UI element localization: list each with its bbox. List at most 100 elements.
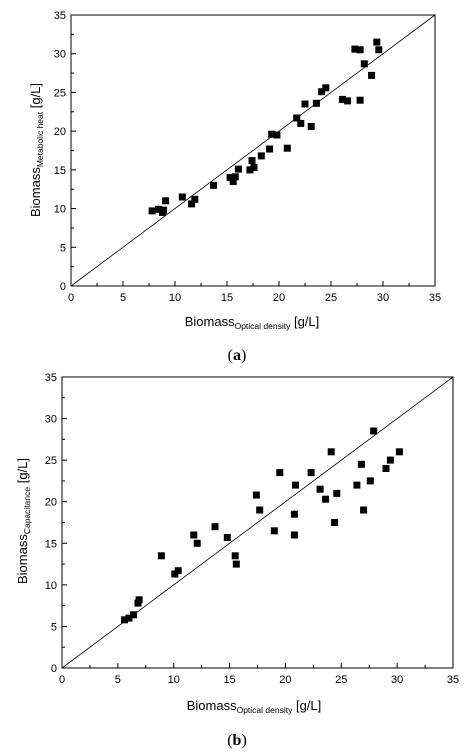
x-tick-label-a-5: 25 [325, 292, 337, 304]
y-tick-label-a-4: 20 [54, 126, 66, 138]
data-point-b-9 [193, 539, 201, 547]
y-axis-title-a: BiomassMetabolic heat [g/L] [28, 83, 45, 217]
data-point-b-22 [316, 485, 324, 493]
data-point-a-35 [373, 38, 381, 46]
x-axis-title-b: BiomassOptical density [g/L] [187, 698, 322, 715]
panel-label-a: (a) [228, 347, 247, 364]
data-point-a-20 [283, 144, 291, 152]
x-tick-label-a-3: 15 [221, 292, 233, 304]
y-tick-label-a-5: 25 [54, 87, 66, 99]
x-tick-label-b-2: 10 [168, 674, 180, 686]
data-point-b-10 [211, 523, 219, 531]
y-tick-label-a-3: 15 [54, 165, 66, 177]
y-tick-label-b-5: 25 [45, 455, 57, 467]
x-tick-label-b-4: 20 [279, 674, 291, 686]
data-point-b-16 [270, 527, 278, 535]
data-point-b-24 [327, 448, 335, 456]
chart-panel-a: 0 5 10 15 20 25 30 35 0 5 10 15 20 25 30 35 BiomassOpt… [28, 10, 441, 364]
data-point-b-11 [223, 534, 231, 541]
data-point-b-7 [174, 567, 182, 575]
data-point-b-18 [290, 531, 298, 539]
data-point-a-33 [360, 60, 368, 68]
identity-line-a [70, 14, 436, 287]
x-tick-label-b-1: 5 [115, 674, 121, 686]
data-point-a-5 [178, 193, 186, 201]
data-point-b-29 [360, 506, 368, 514]
reference-line-b [61, 376, 454, 669]
y-tick-label-a-7: 35 [54, 10, 66, 22]
data-point-b-23 [322, 495, 330, 503]
data-point-a-12 [234, 165, 242, 173]
x-tick-label-a-6: 30 [377, 292, 389, 304]
data-point-b-17 [276, 469, 284, 477]
data-point-b-13 [232, 560, 240, 568]
y-tick-label-b-4: 20 [45, 497, 57, 509]
data-point-b-5 [157, 552, 165, 560]
data-point-b-0 [121, 616, 129, 624]
data-point-b-28 [357, 460, 365, 468]
data-point-b-8 [190, 531, 198, 539]
data-point-a-32 [356, 96, 364, 104]
data-point-a-19 [273, 131, 281, 139]
data-point-b-27 [353, 481, 361, 489]
data-point-a-8 [210, 181, 217, 189]
data-point-a-30 [351, 45, 359, 53]
data-point-a-11 [231, 173, 239, 181]
identity-line-b [61, 376, 454, 669]
data-point-b-4 [135, 596, 143, 604]
data-points-a [148, 38, 383, 216]
data-point-b-32 [382, 465, 390, 472]
y-tick-label-a-0: 0 [60, 281, 66, 293]
data-point-a-10 [229, 178, 237, 185]
x-tick-label-b-5: 25 [335, 674, 347, 686]
x-tick-label-a-0: 0 [68, 292, 74, 304]
data-point-a-22 [297, 119, 305, 127]
data-point-b-14 [252, 491, 260, 499]
data-point-a-29 [344, 97, 352, 105]
data-point-a-3 [160, 206, 168, 214]
y-ticks-a: 0 5 10 15 20 25 30 35 [54, 10, 76, 293]
data-point-b-25 [331, 519, 339, 526]
data-points-b [121, 427, 403, 624]
data-point-a-17 [266, 145, 274, 153]
y-tick-label-b-3: 15 [45, 538, 57, 550]
data-point-a-13 [246, 166, 254, 174]
y-tick-label-b-7: 35 [45, 372, 57, 384]
x-axis-title-a: BiomassOptical density [g/L] [185, 314, 320, 331]
x-tick-label-a-7: 35 [429, 292, 441, 304]
data-point-a-26 [318, 88, 326, 96]
y-tick-label-b-6: 30 [45, 414, 57, 426]
y-axis-title-b: BiomassCapacitance [g/L] [15, 458, 32, 584]
data-point-a-23 [301, 100, 309, 108]
data-point-a-18 [268, 130, 276, 138]
data-point-a-16 [257, 152, 265, 160]
data-point-a-4 [162, 197, 170, 205]
y-tick-label-a-6: 30 [54, 49, 66, 61]
chart-panel-b: 0 5 10 15 20 25 30 35 0 5 10 15 20 25 30 35 BiomassOpt… [15, 372, 459, 749]
data-point-a-6 [188, 200, 196, 208]
x-ticks-b: 0 5 10 15 20 25 30 35 [59, 663, 459, 686]
data-point-b-33 [386, 456, 394, 464]
data-point-b-34 [395, 448, 403, 456]
data-point-a-0 [148, 207, 156, 215]
x-tick-label-b-6: 30 [391, 674, 403, 686]
panel-label-b: (b) [227, 732, 247, 749]
x-tick-label-b-3: 15 [223, 674, 235, 686]
y-tick-label-b-1: 5 [51, 621, 57, 633]
data-point-b-20 [292, 481, 299, 489]
y-tick-label-a-1: 5 [60, 242, 66, 254]
x-tick-label-a-1: 5 [120, 292, 126, 304]
x-tick-label-a-4: 20 [273, 292, 285, 304]
y-tick-label-b-0: 0 [51, 663, 57, 675]
data-point-a-28 [338, 95, 346, 103]
data-point-b-19 [290, 510, 298, 518]
y-tick-label-a-2: 10 [54, 204, 66, 216]
data-point-a-14 [248, 157, 256, 165]
y-ticks-b: 0 5 10 15 20 25 30 35 [45, 372, 67, 675]
reference-line-a [70, 14, 436, 287]
data-point-b-15 [256, 506, 264, 514]
data-point-a-1 [154, 205, 162, 213]
data-point-b-31 [370, 427, 378, 435]
data-point-a-31 [356, 46, 364, 54]
x-tick-label-b-0: 0 [59, 674, 65, 686]
